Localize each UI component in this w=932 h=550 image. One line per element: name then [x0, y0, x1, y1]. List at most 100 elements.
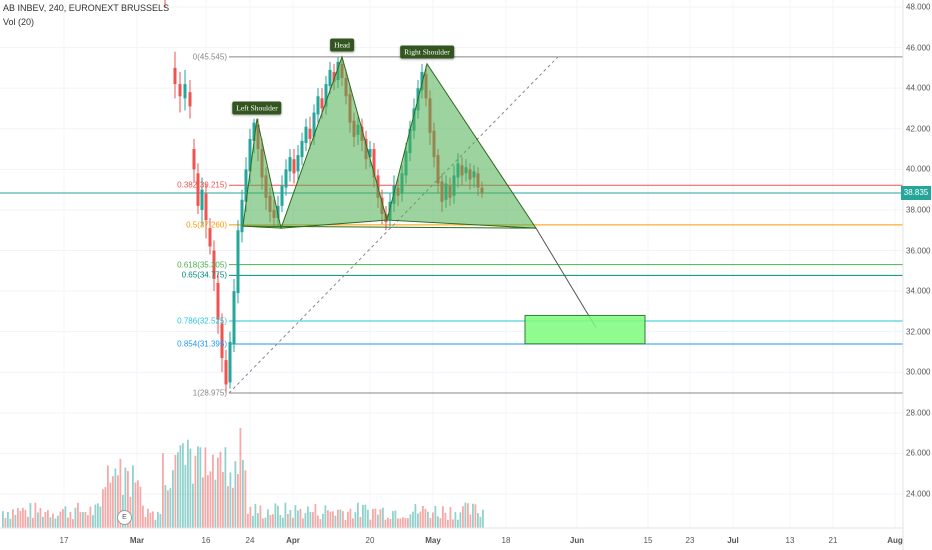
- volume-bar: [387, 517, 389, 528]
- volume-bar: [319, 519, 322, 528]
- volume-bar: [99, 506, 102, 528]
- volume-bar: [379, 509, 382, 528]
- volume-bar: [249, 506, 252, 528]
- time-tick-label: 24: [245, 536, 255, 545]
- volume-bar: [232, 487, 234, 528]
- volume-bar: [209, 471, 212, 528]
- volume-bar: [317, 515, 319, 528]
- volume-bar: [104, 487, 107, 528]
- price-tick-label: 34.000: [906, 286, 931, 296]
- volume-bar: [42, 516, 44, 528]
- volume-bar: [244, 470, 247, 528]
- candle-body: [308, 128, 312, 139]
- volume-bar: [454, 512, 457, 528]
- price-tick-label: 46.000: [906, 43, 931, 53]
- volume-bar: [119, 458, 122, 528]
- price-tick-label: 26.000: [906, 448, 931, 458]
- volume-bar: [257, 513, 259, 528]
- candle-body: [196, 173, 200, 206]
- volume-bar: [424, 508, 427, 528]
- volume-bar: [294, 505, 297, 528]
- volume-bar: [92, 515, 94, 528]
- volume-bar: [144, 517, 147, 528]
- volume-bar: [407, 518, 409, 528]
- volume-bar: [107, 465, 109, 528]
- head-label: Head: [330, 38, 354, 52]
- time-tick-label: 18: [501, 536, 511, 545]
- volume-bar: [207, 475, 209, 528]
- candle-body: [288, 157, 292, 172]
- right-shoulder-label: Right Shoulder: [400, 45, 454, 59]
- volume-bar: [24, 509, 27, 528]
- volume-bar: [64, 506, 67, 528]
- volume-bar: [137, 480, 139, 528]
- volume-bar: [439, 518, 442, 528]
- volume-bar: [477, 513, 479, 528]
- volume-bar: [234, 461, 237, 528]
- candle-body: [178, 84, 182, 97]
- volume-bar: [462, 506, 464, 528]
- volume-bar: [392, 511, 394, 528]
- volume-bar: [54, 518, 57, 528]
- volume-bar: [374, 508, 377, 528]
- candle-body: [280, 185, 284, 206]
- volume-bar: [469, 514, 472, 528]
- price-tick-label: 48.000: [906, 2, 931, 12]
- volume-bar: [222, 472, 224, 528]
- volume-bar: [2, 511, 4, 528]
- candle-body: [216, 282, 220, 320]
- candle-body: [284, 169, 288, 188]
- volume-bar: [327, 510, 329, 528]
- volume-bar: [277, 505, 279, 528]
- time-tick-label: 13: [785, 536, 795, 545]
- price-tick-label: 30.000: [906, 367, 931, 377]
- time-tick-label: 21: [828, 536, 838, 545]
- fib-level-label: 0.786(32.525): [177, 316, 227, 326]
- volume-bar: [39, 507, 42, 528]
- volume-bar: [482, 509, 484, 528]
- volume-bar: [154, 519, 157, 528]
- volume-bar: [84, 511, 87, 528]
- target-zone-box: [524, 314, 646, 345]
- volume-bar: [267, 509, 269, 528]
- head-triangle: [280, 55, 388, 229]
- volume-bar: [282, 517, 284, 528]
- volume-bar: [147, 508, 149, 528]
- volume-bar: [404, 517, 407, 528]
- volume-bar: [389, 518, 392, 528]
- time-tick-label: 17: [59, 536, 69, 545]
- chart-title: AB INBEV, 240, EURONEXT BRUSSELS: [3, 3, 170, 13]
- candle-body: [296, 155, 300, 172]
- volume-bar: [362, 504, 364, 528]
- volume-bar: [272, 514, 274, 528]
- volume-bar: [224, 447, 227, 528]
- candle-body: [232, 291, 236, 344]
- volume-bar: [472, 503, 474, 528]
- volume-bar: [302, 518, 304, 528]
- price-tick-label: 40.000: [906, 164, 931, 174]
- volume-bar: [174, 454, 177, 528]
- left-shoulder-triangle: [242, 118, 282, 229]
- volume-bar: [49, 517, 52, 528]
- volume-bar: [34, 502, 37, 528]
- projection-line: [535, 227, 597, 328]
- earnings-marker[interactable]: E: [117, 510, 132, 525]
- volume-bar: [12, 509, 14, 528]
- volume-bar: [197, 446, 199, 528]
- volume-bar: [172, 470, 174, 528]
- volume-bar: [134, 482, 137, 528]
- volume-bar: [339, 509, 342, 528]
- time-tick-label: May: [425, 536, 441, 545]
- volume-bar: [229, 472, 232, 528]
- volume-bar: [367, 509, 369, 528]
- volume-bar: [259, 505, 262, 528]
- volume-bar: [274, 503, 277, 528]
- fib-trend-line: [228, 56, 559, 394]
- candle-body: [328, 69, 332, 87]
- volume-bar: [117, 475, 119, 528]
- volume-bar: [347, 511, 349, 528]
- volume-bar: [59, 511, 62, 528]
- time-tick-label: 15: [643, 536, 653, 545]
- volume-bar: [19, 511, 22, 528]
